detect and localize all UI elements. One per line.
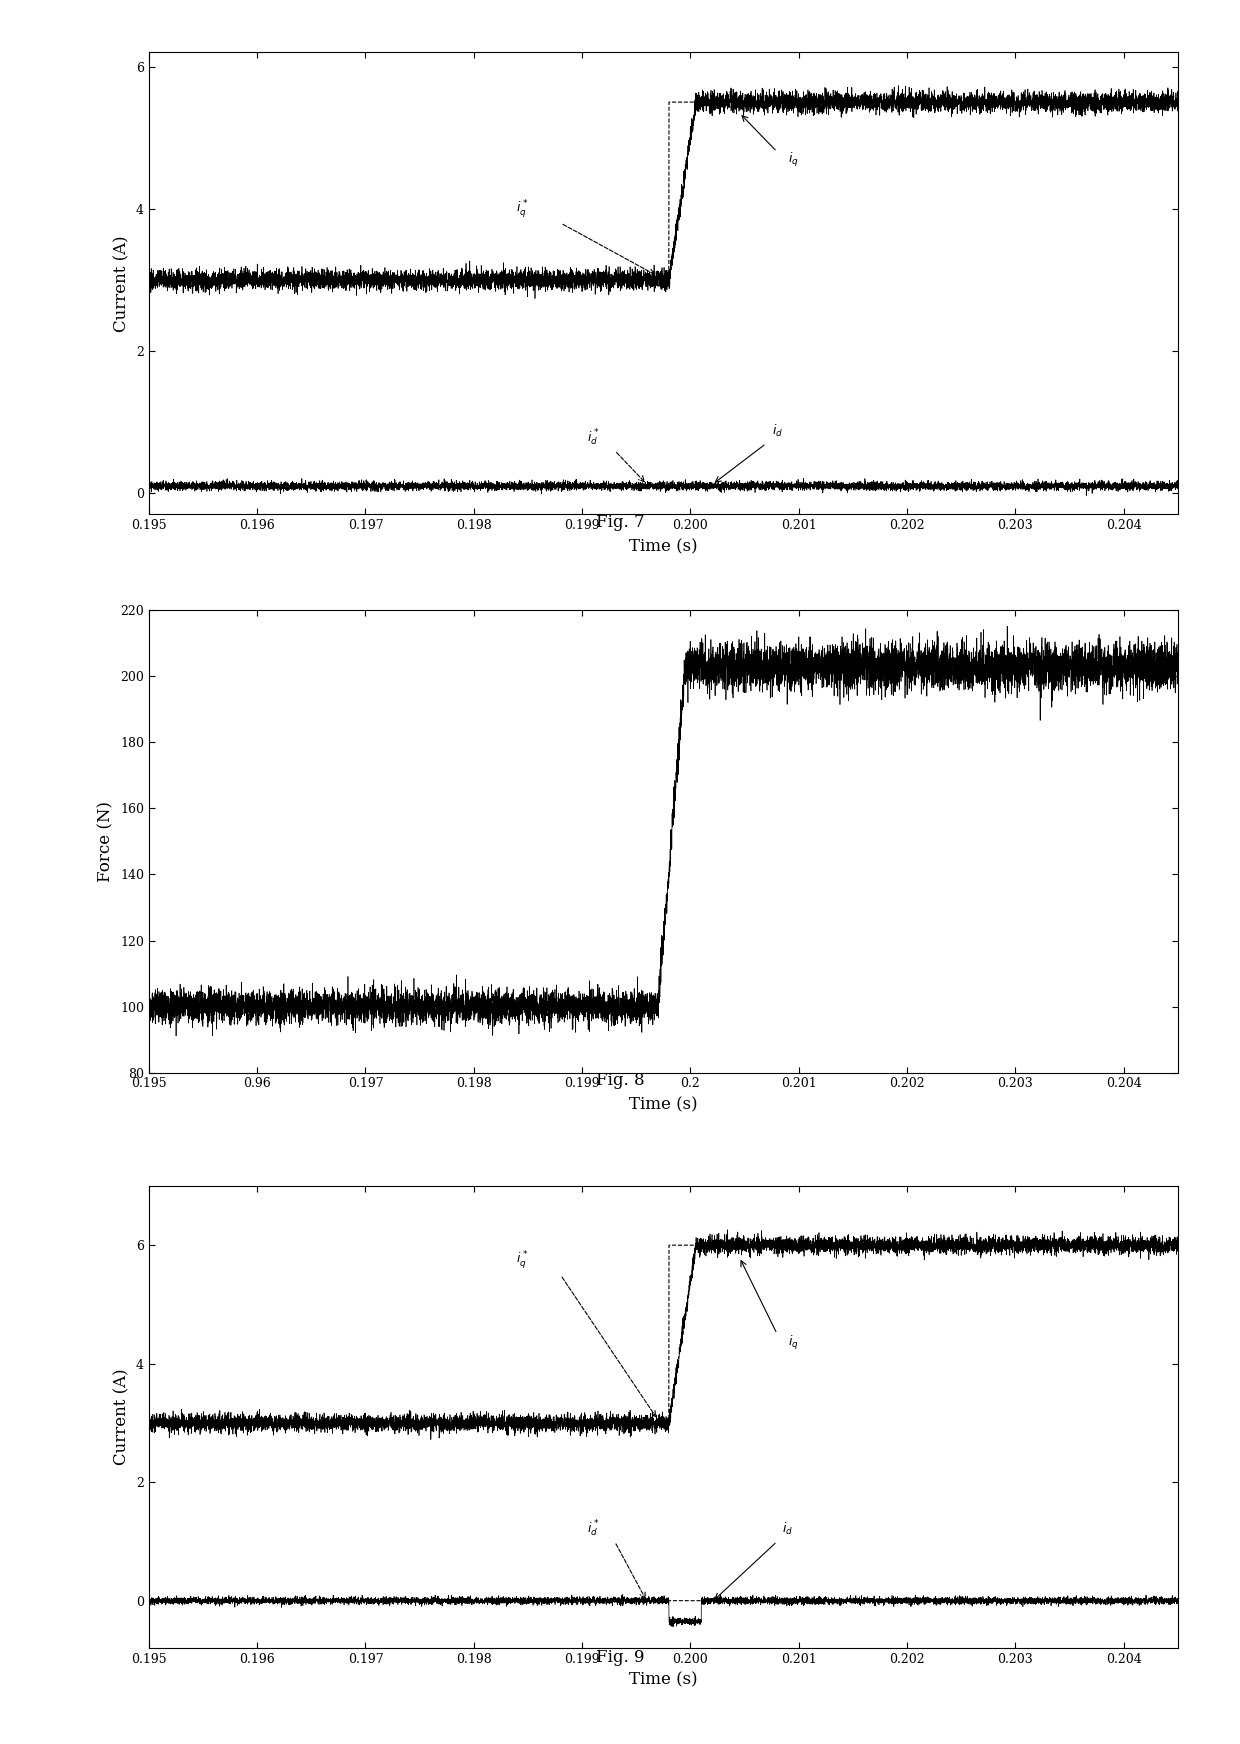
Text: $i_d$: $i_d$: [771, 422, 782, 439]
Y-axis label: Force (N): Force (N): [98, 800, 114, 882]
X-axis label: Time (s): Time (s): [629, 1671, 698, 1688]
X-axis label: Time (s): Time (s): [629, 1095, 698, 1113]
Y-axis label: Current (A): Current (A): [113, 1369, 130, 1465]
Text: $i_q^*$: $i_q^*$: [516, 199, 528, 220]
X-axis label: Time (s): Time (s): [629, 537, 698, 555]
Text: $i_d$: $i_d$: [782, 1521, 794, 1536]
Text: Fig. 8: Fig. 8: [595, 1073, 645, 1088]
Text: $i_q^*$: $i_q^*$: [516, 1249, 528, 1271]
Text: $i_d^*$: $i_d^*$: [587, 1519, 599, 1538]
Text: $i_d^*$: $i_d^*$: [587, 427, 599, 448]
Y-axis label: Current (A): Current (A): [113, 235, 130, 331]
Text: $i_q$: $i_q$: [787, 150, 799, 169]
Text: Fig. 7: Fig. 7: [595, 514, 645, 530]
Text: $i_q$: $i_q$: [787, 1334, 799, 1352]
Text: Fig. 9: Fig. 9: [595, 1650, 645, 1666]
